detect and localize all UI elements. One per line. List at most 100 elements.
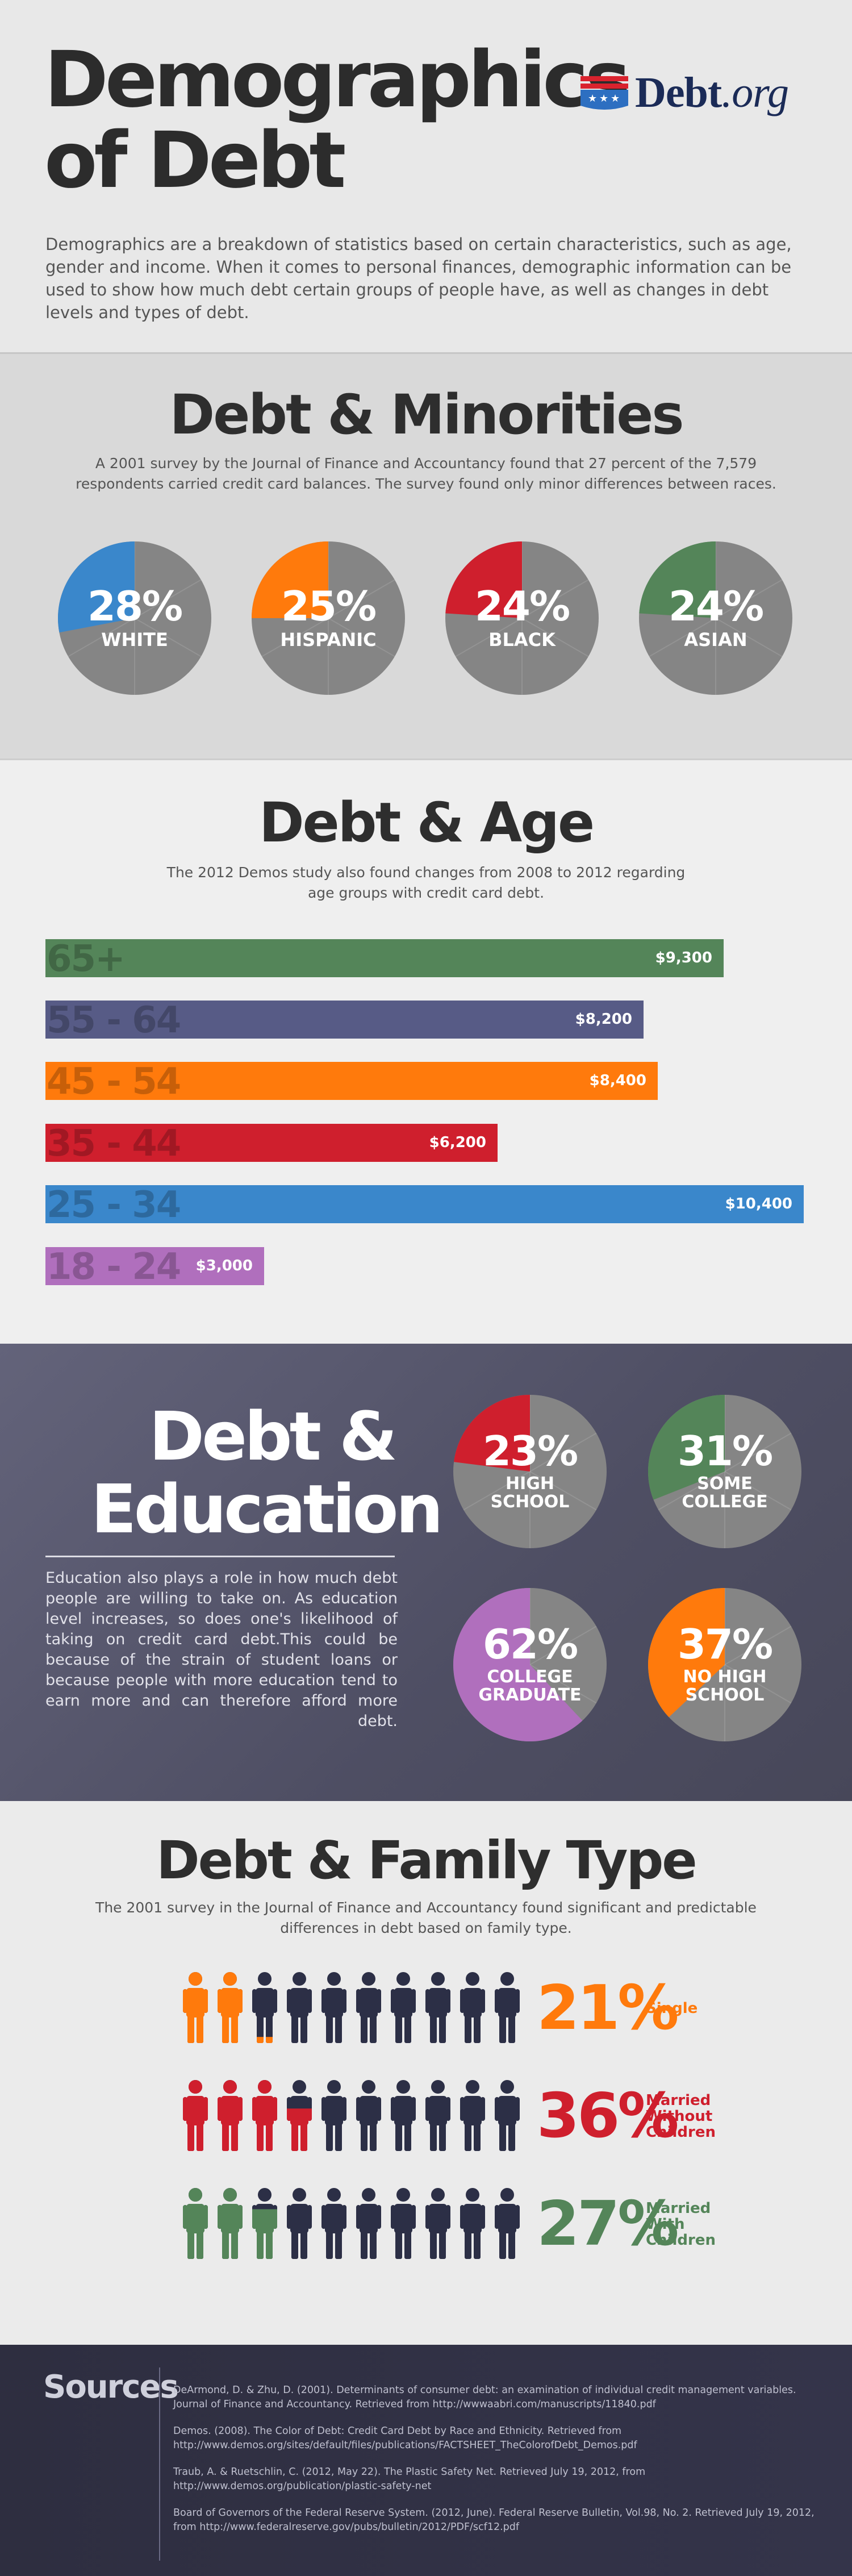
person-icon xyxy=(218,2080,243,2151)
source-item: Demos. (2008). The Color of Debt: Credit… xyxy=(173,2425,637,2451)
education-title-line1: Debt & xyxy=(149,1397,398,1475)
svg-text:★: ★ xyxy=(611,93,620,105)
person-icon xyxy=(356,1972,381,2043)
person-fill xyxy=(183,1972,208,2043)
pie-chart: 28% WHITE xyxy=(57,541,211,695)
debt-org-logo[interactable]: ★ ★ ★ Debt.org xyxy=(580,68,808,119)
age-bar xyxy=(45,939,724,977)
pie-chart: 31% SOME COLLEGE xyxy=(648,1395,801,1548)
pie-category-label: GRADUATE xyxy=(478,1685,582,1705)
pie-svg xyxy=(445,541,599,695)
person-base xyxy=(425,1972,450,2043)
pie-segment-line xyxy=(649,618,716,657)
person-icon xyxy=(183,1972,208,2043)
pie-category-label: WHITE xyxy=(101,629,168,651)
pie-svg xyxy=(648,1588,801,1741)
person-icon xyxy=(356,2080,381,2151)
pie-value-label: 23% xyxy=(482,1427,578,1475)
person-fill xyxy=(252,2037,277,2043)
pie-segment-line xyxy=(529,1664,597,1704)
source-item: DeArmond, D. & Zhu, D. (2001). Determina… xyxy=(173,2385,796,2410)
pie-svg xyxy=(252,541,405,695)
person-base xyxy=(460,2188,485,2259)
person-icon xyxy=(321,2188,346,2259)
education-section: Debt & Education Education also plays a … xyxy=(0,1344,852,1801)
person-icon xyxy=(252,2080,277,2151)
age-category-label: 55 - 64 xyxy=(47,999,181,1041)
age-category-label: 18 - 24 xyxy=(47,1246,181,1288)
pie-category-label: BLACK xyxy=(488,629,556,651)
person-icon xyxy=(391,2188,416,2259)
age-category-label: 45 - 54 xyxy=(47,1061,181,1103)
pie-value-label: 62% xyxy=(482,1620,578,1668)
family-icon-row xyxy=(183,2080,520,2151)
person-icon xyxy=(183,2188,208,2259)
logo-text: Debt.org xyxy=(635,68,789,118)
person-icon xyxy=(321,1972,346,2043)
person-fill xyxy=(218,2188,243,2259)
family-icon-row xyxy=(183,1972,520,2043)
person-fill xyxy=(252,2209,277,2259)
person-icon xyxy=(321,2080,346,2151)
minorities-section: Debt & Minorities A 2001 survey by the J… xyxy=(0,352,852,758)
person-icon xyxy=(252,2188,277,2259)
pie-segment-line xyxy=(261,618,329,657)
pie-segment-line xyxy=(724,1625,792,1665)
pie-category-label: COLLEGE xyxy=(682,1492,768,1512)
pie-segment-line xyxy=(521,618,589,657)
pie-segment-line xyxy=(455,618,523,657)
person-fill xyxy=(218,1972,243,2043)
page-title-line2: of Debt xyxy=(44,116,346,206)
person-icon xyxy=(425,1972,450,2043)
person-icon xyxy=(252,1972,277,2043)
pie-category-label: SOME xyxy=(697,1474,753,1494)
person-icon xyxy=(495,1972,520,2043)
pie-svg xyxy=(639,541,792,695)
minorities-description: A 2001 survey by the Journal of Finance … xyxy=(76,455,776,492)
age-value-label: $6,200 xyxy=(429,1134,486,1151)
age-bar-row: 18 - 24 $3,000 xyxy=(45,1247,264,1285)
logo-main-text: Debt xyxy=(635,69,722,116)
svg-text:★: ★ xyxy=(599,93,608,105)
pie-svg xyxy=(57,541,211,695)
pie-value-label: 37% xyxy=(677,1620,773,1668)
pie-category-label: HISPANIC xyxy=(280,629,377,651)
source-item: Board of Governors of the Federal Reserv… xyxy=(173,2507,815,2533)
pie-value-label: 28% xyxy=(87,582,183,630)
age-bar xyxy=(45,1185,804,1223)
person-base xyxy=(425,2188,450,2259)
pie-segment-line xyxy=(328,579,395,619)
pie-category-label: ASIAN xyxy=(684,629,747,651)
age-bar-row: 35 - 44 $6,200 xyxy=(45,1124,498,1162)
person-base xyxy=(287,1972,312,2043)
pie-value-label: 31% xyxy=(677,1427,773,1475)
pie-chart: 62% COLLEGE GRADUATE xyxy=(453,1588,607,1741)
person-base xyxy=(495,2188,520,2259)
person-fill xyxy=(252,2080,277,2151)
pie-category-label: COLLEGE xyxy=(487,1667,573,1687)
sources-section: Sources DeArmond, D. & Zhu, D. (2001). D… xyxy=(0,2345,852,2576)
divider xyxy=(159,2367,160,2561)
svg-text:★: ★ xyxy=(588,93,597,105)
person-icon xyxy=(391,2080,416,2151)
pie-segment-line xyxy=(134,618,202,657)
person-base xyxy=(321,1972,346,2043)
source-item: Traub, A. & Ruetschlin, C. (2012, May 22… xyxy=(173,2466,646,2492)
pie-segment-line xyxy=(463,1471,531,1511)
pie-segment-line xyxy=(521,579,589,619)
pie-slice xyxy=(252,541,328,618)
person-icon xyxy=(183,2080,208,2151)
person-icon xyxy=(460,2080,485,2151)
pie-category-label: SCHOOL xyxy=(490,1492,570,1512)
header-section: Demographics of Debt ★ ★ ★ Debt.org Demo… xyxy=(0,0,852,352)
person-icon xyxy=(356,2188,381,2259)
age-value-label: $3,000 xyxy=(195,1257,253,1274)
age-bar-row: 55 - 64 $8,200 xyxy=(45,1001,644,1039)
person-base xyxy=(356,1972,381,2043)
pie-chart: 23% HIGH SCHOOL xyxy=(453,1395,607,1548)
person-base xyxy=(321,2188,346,2259)
person-icon xyxy=(287,2188,312,2259)
pie-slice xyxy=(454,1395,530,1472)
pie-segment-line xyxy=(724,1471,792,1511)
family-percent-label: 21% xyxy=(537,1973,679,2044)
